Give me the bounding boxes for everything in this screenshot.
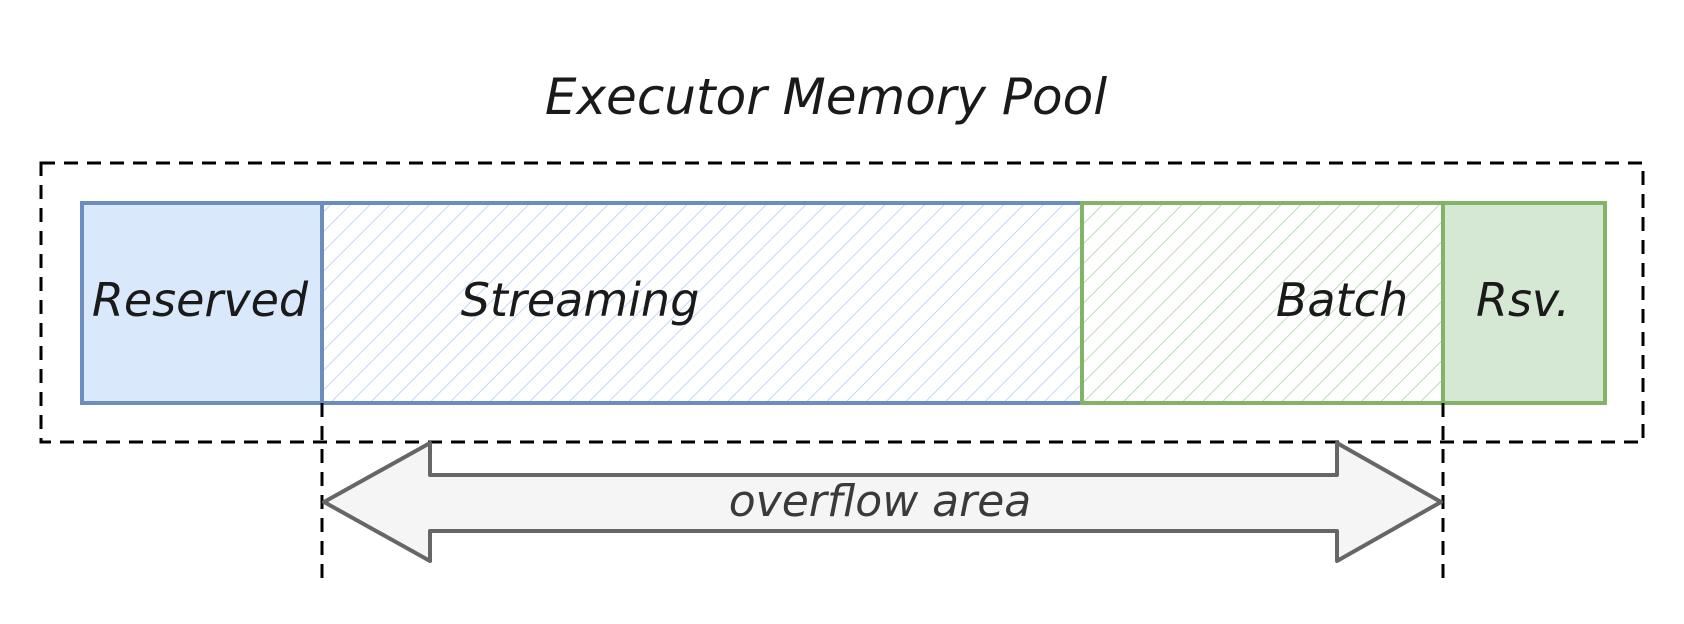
overflow-label: overflow area: [729, 476, 1032, 527]
reserved-label: Reserved: [92, 273, 309, 327]
reserved-segment: [80, 201, 324, 405]
batch-label: Batch: [1276, 273, 1408, 327]
batch-segment: [1080, 201, 1445, 405]
pool-border: [39, 161, 1645, 444]
streaming-label: Streaming: [461, 273, 700, 327]
rsv-label: Rsv.: [1476, 273, 1570, 327]
streaming-segment: [320, 201, 1084, 405]
pool-title: Executor Memory Pool: [545, 68, 1107, 126]
overflow-arrow: [322, 441, 1443, 563]
reserved-right-segment: [1441, 201, 1607, 405]
